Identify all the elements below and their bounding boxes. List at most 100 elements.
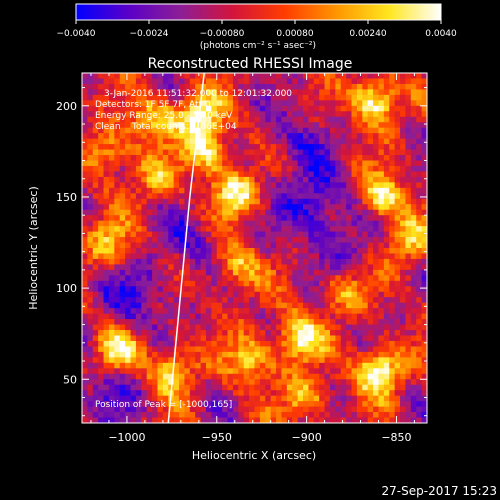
heatmap-cell bbox=[125, 362, 131, 369]
heatmap-cell bbox=[205, 144, 212, 150]
heatmap-cell bbox=[211, 357, 218, 364]
heatmap-cell bbox=[383, 280, 390, 287]
heatmap-cell bbox=[249, 100, 255, 107]
heatmap-cell bbox=[362, 417, 369, 423]
heatmap-cell bbox=[141, 116, 148, 123]
heatmap-cell bbox=[200, 291, 207, 298]
heatmap-cell bbox=[135, 313, 142, 320]
heatmap-cell bbox=[227, 253, 234, 260]
heatmap-cell bbox=[281, 253, 288, 260]
heatmap-cell bbox=[254, 215, 261, 222]
heatmap-cell bbox=[383, 231, 390, 238]
heatmap-cell bbox=[389, 133, 396, 140]
heatmap-cell bbox=[238, 324, 245, 331]
heatmap-cell bbox=[222, 78, 228, 85]
heatmap-cell bbox=[146, 182, 153, 189]
heatmap-cell bbox=[329, 116, 336, 123]
heatmap-cell bbox=[232, 149, 239, 156]
heatmap-cell bbox=[351, 89, 358, 96]
heatmap-cell bbox=[243, 182, 250, 189]
heatmap-cell bbox=[313, 384, 320, 391]
heatmap-cell bbox=[329, 231, 336, 238]
heatmap-cell bbox=[173, 258, 180, 265]
heatmap-cell bbox=[130, 204, 137, 211]
heatmap-cell bbox=[286, 373, 293, 380]
heatmap-cell bbox=[324, 176, 331, 183]
heatmap-cell bbox=[87, 335, 94, 342]
heatmap-cell bbox=[292, 122, 299, 129]
heatmap-cell bbox=[173, 193, 180, 200]
heatmap-cell bbox=[297, 319, 304, 325]
heatmap-cell bbox=[297, 264, 304, 271]
heatmap-cell bbox=[400, 138, 406, 145]
heatmap-cell bbox=[405, 182, 412, 189]
heatmap-cell bbox=[281, 94, 288, 101]
heatmap-cell bbox=[130, 313, 137, 320]
heatmap-cell bbox=[254, 302, 261, 309]
heatmap-cell bbox=[378, 94, 385, 101]
heatmap-cell bbox=[308, 286, 315, 293]
heatmap-cell bbox=[265, 346, 272, 353]
heatmap-cell bbox=[410, 286, 417, 293]
heatmap-cell bbox=[195, 302, 201, 309]
heatmap-cell bbox=[195, 83, 201, 90]
heatmap-cell bbox=[135, 187, 142, 194]
heatmap-cell bbox=[87, 127, 94, 134]
heatmap-cell bbox=[389, 144, 396, 150]
heatmap-cell bbox=[303, 149, 309, 156]
heatmap-cell bbox=[286, 138, 293, 145]
heatmap-cell bbox=[389, 253, 396, 260]
heatmap-cell bbox=[98, 340, 104, 347]
heatmap-cell bbox=[383, 351, 390, 358]
heatmap-cell bbox=[232, 209, 239, 216]
heatmap-cell bbox=[362, 237, 369, 243]
heatmap-cell bbox=[130, 362, 137, 369]
heatmap-cell bbox=[179, 395, 185, 402]
heatmap-cell bbox=[195, 330, 201, 336]
heatmap-cell bbox=[286, 111, 293, 118]
heatmap-cell bbox=[324, 209, 331, 216]
heatmap-cell bbox=[232, 215, 239, 222]
heatmap-cell bbox=[130, 357, 137, 364]
heatmap-cell bbox=[173, 319, 180, 325]
heatmap-cell bbox=[281, 357, 288, 364]
heatmap-cell bbox=[114, 269, 121, 276]
heatmap-cell bbox=[179, 215, 185, 222]
heatmap-cell bbox=[232, 160, 239, 167]
heatmap-cell bbox=[92, 406, 99, 413]
heatmap-cell bbox=[162, 335, 169, 342]
heatmap-cell bbox=[276, 275, 282, 282]
heatmap-cell bbox=[319, 308, 325, 315]
heatmap-cell bbox=[324, 340, 331, 347]
heatmap-cell bbox=[227, 248, 234, 254]
heatmap-cell bbox=[232, 406, 239, 413]
heatmap-cell bbox=[238, 138, 245, 145]
heatmap-cell bbox=[281, 144, 288, 150]
heatmap-cell bbox=[405, 198, 412, 205]
heatmap-cell bbox=[335, 412, 342, 418]
heatmap-cell bbox=[173, 226, 180, 232]
heatmap-cell bbox=[87, 78, 94, 85]
heatmap-cell bbox=[346, 73, 352, 79]
heatmap-cell bbox=[87, 138, 94, 145]
heatmap-cell bbox=[356, 280, 363, 287]
heatmap-cell bbox=[254, 182, 261, 189]
heatmap-cell bbox=[173, 275, 180, 282]
heatmap-cell bbox=[292, 357, 299, 364]
heatmap-cell bbox=[173, 94, 180, 101]
heatmap-cell bbox=[335, 89, 342, 96]
heatmap-cell bbox=[152, 417, 158, 423]
heatmap-cell bbox=[243, 417, 250, 423]
heatmap-cell bbox=[265, 406, 272, 413]
heatmap-cell bbox=[286, 313, 293, 320]
heatmap-cell bbox=[87, 226, 94, 232]
heatmap-cell bbox=[378, 83, 385, 90]
heatmap-cell bbox=[119, 401, 126, 407]
heatmap-cell bbox=[378, 242, 385, 249]
heatmap-cell bbox=[297, 401, 304, 407]
heatmap-cell bbox=[141, 149, 148, 156]
heatmap-cell bbox=[98, 362, 104, 369]
heatmap-cell bbox=[356, 340, 363, 347]
heatmap-cell bbox=[243, 324, 250, 331]
heatmap-cell bbox=[313, 133, 320, 140]
